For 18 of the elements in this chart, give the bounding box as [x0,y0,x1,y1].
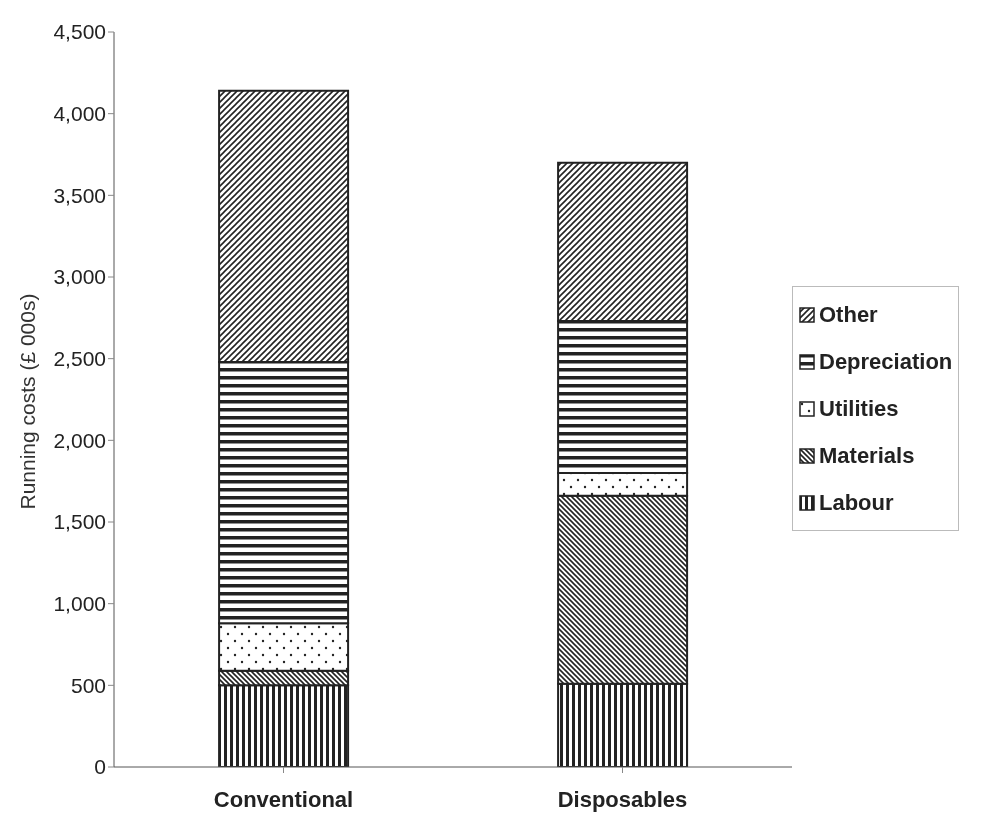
legend-label: Depreciation [819,348,953,376]
x-tick-label: Conventional [213,786,354,812]
legend-label: Labour [819,489,894,517]
y-tick-label: 1,500 [53,510,106,534]
y-tick-label: 3,000 [53,265,106,289]
y-tick-label: 4,000 [53,102,106,126]
legend-label: Other [819,301,878,329]
legend-label: Materials [819,442,915,470]
y-tick-label: 3,500 [53,183,106,207]
legend-label: Utilities [819,395,899,423]
y-tick-label: 0 [94,755,106,779]
y-axis-title: Running costs (£ 000s) [16,293,40,510]
x-tick-label: Disposables [557,786,688,812]
y-tick-label: 2,000 [53,428,106,452]
y-tick-label: 2,500 [53,347,106,371]
y-tick-label: 4,500 [53,20,106,44]
y-tick-label: 500 [70,673,106,697]
y-tick-label: 1,000 [53,592,106,616]
